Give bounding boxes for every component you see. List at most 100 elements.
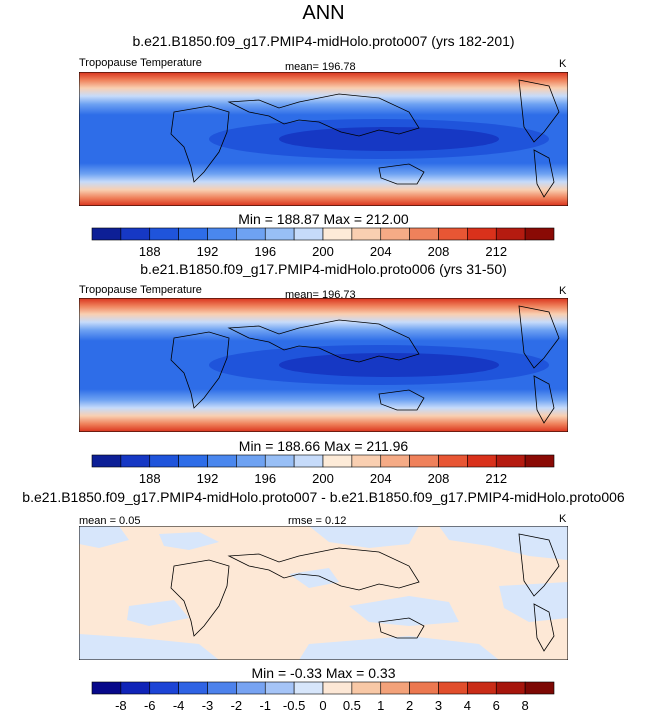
colorbar-tick-label: 0.5	[343, 698, 361, 713]
colorbar-box	[380, 681, 410, 695]
colorbar-box	[438, 227, 468, 241]
colorbar-box	[380, 227, 410, 241]
colorbar-box	[351, 454, 382, 468]
panel-2-coldest-region	[279, 353, 499, 377]
panel-3-mean-label: mean = 0.05	[79, 515, 141, 527]
colorbar-box	[264, 227, 295, 241]
colorbar-box	[207, 681, 237, 695]
colorbar-tick-label: 0	[319, 698, 326, 713]
colorbar-box	[91, 227, 122, 241]
colorbar-box	[495, 454, 526, 468]
colorbar-box	[120, 454, 151, 468]
colorbar-box	[409, 227, 439, 241]
colorbar-box	[495, 681, 526, 695]
colorbar-tick-label: 8	[522, 698, 529, 713]
colorbar-box	[207, 454, 237, 468]
colorbar-tick-label: 200	[312, 471, 334, 486]
panel-3-negative-regions	[79, 526, 568, 660]
panel-3-title: b.e21.B1850.f09_g17.PMIP4-midHolo.proto0…	[22, 489, 625, 505]
colorbar-tick-label: -3	[202, 698, 214, 713]
colorbar-box	[380, 454, 410, 468]
colorbar-box	[293, 681, 324, 695]
panel-1-map	[79, 72, 568, 206]
colorbar-tick-label: 196	[254, 471, 276, 486]
colorbar-tick-label: 204	[370, 244, 392, 259]
colorbar-tick-label: 4	[464, 698, 471, 713]
panel-3-map	[79, 526, 568, 660]
panel-3-min-max: Min = -0.33 Max = 0.33	[251, 665, 396, 681]
colorbar-tick-label: -6	[144, 698, 156, 713]
panel-2-min-max: Min = 188.66 Max = 211.96	[238, 438, 409, 454]
colorbar-box	[236, 454, 266, 468]
colorbar-tick-label: -2	[231, 698, 243, 713]
panel-2-colorbar: 188 192 196 200 204 208 212	[91, 454, 555, 486]
colorbar-tick-label: -4	[173, 698, 185, 713]
colorbar-tick-label: 212	[485, 471, 507, 486]
colorbar-box	[91, 454, 122, 468]
colorbar-box	[495, 227, 526, 241]
panel-2-units-label: K	[559, 285, 567, 297]
panel-3-colorbar: -8 -6 -4 -3 -2 -1 -0.5 0 0.5 1 2 3 4 6 8	[91, 681, 555, 713]
colorbar-box	[351, 681, 382, 695]
colorbar-box	[178, 454, 208, 468]
colorbar-box	[351, 227, 382, 241]
colorbar-box	[467, 227, 497, 241]
colorbar-box	[322, 227, 353, 241]
colorbar-box	[409, 454, 439, 468]
colorbar-box	[438, 454, 468, 468]
colorbar-tick-label: -1	[259, 698, 271, 713]
colorbar-tick-label: 192	[197, 244, 219, 259]
colorbar-tick-label: -8	[115, 698, 127, 713]
colorbar-box	[149, 681, 179, 695]
panel-1-colorbar: 188 192 196 200 204 208 212	[91, 227, 555, 259]
colorbar-box	[322, 681, 353, 695]
colorbar-tick-label: -0.5	[283, 698, 305, 713]
panel-2-variable-label: Tropopause Temperature	[79, 284, 202, 296]
colorbar-tick-label: 2	[406, 698, 413, 713]
colorbar-box	[236, 681, 266, 695]
panel-3-rmse-label: rmse = 0.12	[288, 515, 347, 527]
colorbar-box	[524, 454, 555, 468]
panel-1-title: b.e21.B1850.f09_g17.PMIP4-midHolo.proto0…	[132, 33, 515, 49]
colorbar-box	[524, 227, 555, 241]
colorbar-box	[409, 681, 439, 695]
panel-2-title: b.e21.B1850.f09_g17.PMIP4-midHolo.proto0…	[140, 261, 507, 277]
panel-1-units-label: K	[559, 58, 567, 70]
colorbar-box	[207, 227, 237, 241]
panel-2-map	[79, 298, 568, 432]
colorbar-tick-label: 212	[485, 244, 507, 259]
colorbar-box	[120, 681, 151, 695]
panel-3-coastlines	[170, 533, 560, 652]
colorbar-tick-label: 188	[139, 244, 161, 259]
colorbar-box	[236, 227, 266, 241]
panel-3-field	[79, 526, 568, 660]
page-title: ANN	[302, 2, 345, 24]
colorbar-box	[438, 681, 468, 695]
colorbar-box	[322, 454, 353, 468]
panel-1-coldest-region	[279, 127, 499, 151]
panel-1-min-max: Min = 188.87 Max = 212.00	[238, 211, 409, 227]
colorbar-tick-label: 200	[312, 244, 334, 259]
colorbar-tick-label: 208	[428, 471, 450, 486]
panel-1-coastlines	[170, 79, 560, 198]
colorbar-tick-label: 196	[254, 244, 276, 259]
colorbar-box	[293, 454, 324, 468]
colorbar-box	[467, 681, 497, 695]
colorbar-tick-label: 6	[493, 698, 500, 713]
colorbar-box	[264, 454, 295, 468]
panel-2-coastlines	[170, 305, 560, 424]
colorbar-box	[467, 454, 497, 468]
colorbar-box	[120, 227, 151, 241]
panel-1-variable-label: Tropopause Temperature	[79, 57, 202, 69]
colorbar-box	[149, 454, 179, 468]
colorbar-tick-label: 208	[428, 244, 450, 259]
colorbar-tick-label: 192	[197, 471, 219, 486]
panel-1-mean-label: mean= 196.78	[285, 61, 356, 73]
colorbar-box	[293, 227, 324, 241]
colorbar-box	[264, 681, 295, 695]
colorbar-tick-label: 1	[377, 698, 384, 713]
colorbar-box	[178, 681, 208, 695]
panel-3-units-label: K	[559, 513, 567, 525]
colorbar-box	[149, 227, 179, 241]
colorbar-tick-label: 3	[435, 698, 442, 713]
